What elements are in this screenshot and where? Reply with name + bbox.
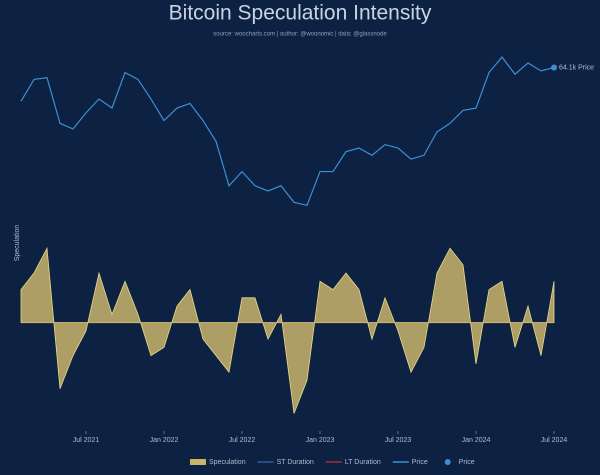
- legend-swatch: [444, 459, 451, 465]
- x-tick-label: Jul 2023: [385, 437, 412, 444]
- x-tick-label: Jan 2024: [462, 437, 491, 444]
- legend-label: Price: [459, 459, 475, 466]
- legend-label: ST Duration: [277, 459, 314, 466]
- chart-subtitle: source: woocharts.com | author: @woonomi…: [213, 32, 387, 38]
- x-tick-label: Jan 2022: [150, 437, 179, 444]
- y-axis-label: Speculation: [14, 225, 21, 262]
- x-tick-label: Jul 2021: [73, 437, 100, 444]
- x-tick-label: Jul 2024: [541, 437, 568, 444]
- speculation-area: [20, 246, 555, 414]
- price-annotation: 64.1k Price: [559, 64, 594, 71]
- last-price-dot: [551, 64, 557, 71]
- chart-title: Bitcoin Speculation Intensity: [169, 2, 432, 25]
- legend-label: Speculation: [209, 459, 246, 466]
- legend-label: LT Duration: [345, 459, 381, 466]
- legend-label: Price: [412, 459, 428, 466]
- x-tick-label: Jan 2023: [306, 437, 335, 444]
- price-line: [20, 56, 555, 207]
- legend-swatch: [190, 459, 206, 465]
- x-tick-label: Jul 2022: [229, 437, 256, 444]
